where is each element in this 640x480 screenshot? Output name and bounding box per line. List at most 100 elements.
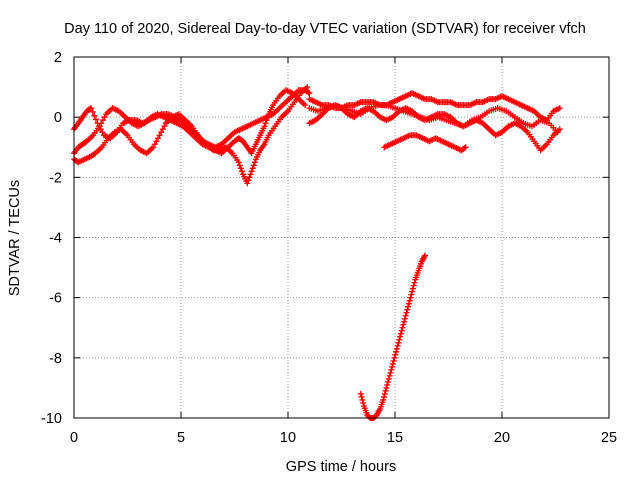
data-point-interp (403, 309, 410, 316)
data-point-interp (274, 95, 281, 102)
data-point (396, 336, 403, 343)
data-point-interp (385, 378, 392, 385)
data-point-interp (98, 120, 105, 127)
data-point-interp (356, 99, 363, 106)
data-point-interp (526, 122, 533, 129)
x-tick-label: 20 (494, 430, 510, 446)
x-axis-label: GPS time / hours (286, 459, 396, 475)
data-point-interp (227, 148, 234, 155)
data-point-interp (542, 142, 549, 149)
data-point-interp (355, 110, 362, 117)
data-point (386, 372, 393, 379)
y-tick-label: -2 (49, 170, 62, 186)
x-tick-label: 10 (280, 430, 296, 446)
data-point-interp (535, 145, 542, 152)
x-tick-label: 25 (601, 430, 617, 446)
data-point-interp (490, 96, 497, 103)
data-point-interp (417, 260, 424, 267)
data-point-interp (509, 112, 516, 119)
data-point-interp (503, 95, 510, 102)
data-point-interp (401, 315, 408, 322)
data-point-interp (229, 130, 236, 137)
data-point-interp (518, 118, 525, 125)
y-tick-label: -6 (49, 291, 62, 307)
data-point-interp (379, 399, 386, 406)
data-point-interp (223, 136, 230, 143)
data-point-interp (236, 126, 243, 133)
data-point-interp (268, 104, 275, 111)
data-point-interp (274, 106, 281, 113)
data-point-interp (407, 294, 414, 301)
x-tick-label: 0 (70, 430, 78, 446)
data-point (399, 324, 406, 331)
data-point-interp (552, 126, 559, 133)
data-point-interp (101, 114, 108, 121)
data-point-interp (409, 285, 416, 292)
data-point-interp (217, 149, 224, 156)
data-point-interp (264, 114, 271, 121)
data-point-interp (197, 139, 204, 146)
data-point-interp (78, 115, 85, 122)
data-point-interp (294, 88, 301, 95)
data-point-interp (317, 112, 324, 119)
data-point-interp (247, 171, 254, 178)
data-point-interp (443, 140, 450, 147)
data-point-interp (260, 125, 267, 132)
data-point-interp (112, 130, 119, 137)
data-point-interp (142, 149, 149, 156)
data-point-interp (99, 117, 106, 124)
data-point-interp (535, 112, 542, 119)
data-point-interp (450, 143, 457, 150)
data-point-interp (359, 396, 366, 403)
data-point (393, 348, 400, 355)
data-point-interp (349, 113, 356, 120)
data-point-interp (120, 112, 127, 119)
data-point-interp (458, 122, 465, 129)
data-point-interp (392, 138, 399, 145)
data-point-interp (484, 96, 491, 103)
data-point-interp (237, 165, 244, 172)
data-point-interp (97, 126, 104, 133)
data-point-interp (543, 119, 550, 126)
data-point-interp (140, 120, 147, 127)
data-point-interp (497, 129, 504, 136)
data-point-interp (441, 116, 448, 123)
data-point-interp (264, 134, 271, 141)
y-tick-label: -4 (49, 231, 62, 247)
data-point-interp (397, 333, 404, 340)
data-point-interp (129, 138, 136, 145)
data-point-interp (294, 94, 301, 101)
data-point-interp (404, 306, 411, 313)
data-point-interp (349, 102, 356, 109)
data-point (357, 390, 364, 397)
data-point-interp (81, 139, 88, 146)
data-point-interp (97, 145, 104, 152)
data-point-interp (405, 132, 412, 139)
data-point-interp (300, 100, 307, 107)
data-point-interp (376, 407, 383, 414)
series-track-g (381, 132, 469, 154)
data-point-interp (245, 177, 252, 184)
data-point-interp (460, 145, 467, 152)
data-point-interp (262, 120, 269, 127)
data-point-interp (249, 165, 256, 172)
data-point (389, 360, 396, 367)
x-tick-label: 15 (387, 430, 403, 446)
data-point-interp (381, 102, 388, 109)
data-point-interp (105, 134, 112, 141)
data-point-interp (516, 122, 523, 129)
data-point-interp (392, 351, 399, 358)
data-point-interp (169, 113, 176, 120)
data-point-interp (368, 99, 375, 106)
data-point-interp (146, 115, 153, 122)
data-point-interp (159, 113, 166, 120)
data-point-interp (535, 118, 542, 125)
data-point-interp (529, 107, 536, 114)
data-point (248, 168, 255, 175)
data-point-interp (90, 151, 97, 158)
data-point-interp (80, 157, 87, 164)
data-point-interp (523, 104, 530, 111)
data-point-interp (397, 330, 404, 337)
